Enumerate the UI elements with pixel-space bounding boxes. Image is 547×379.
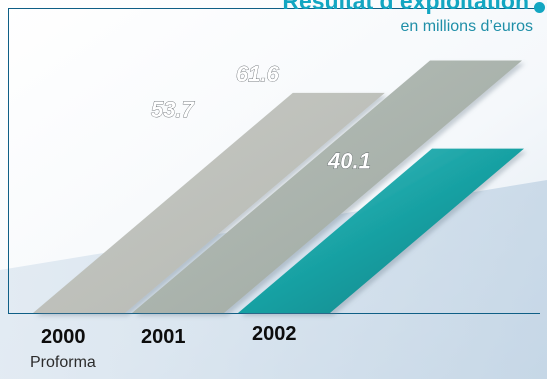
chart-title: Résultat d’exploitation [282,0,529,14]
value-label-2002: 40.1 [327,149,371,174]
chart-subtitle: en millions d’euros [400,18,533,35]
x-tick-label-2000: 2000 [41,326,86,348]
bar-2001 [132,60,523,313]
chart-frame-left [8,8,9,313]
x-tick-label-2002: 2002 [252,323,297,345]
bar-2002 [238,148,525,313]
value-label-2000: 53.7 [151,97,196,122]
chart-frame-bottom [8,313,540,314]
proforma-note: Proforma [30,354,96,371]
title-dot-icon [534,2,545,13]
x-tick-label-2001: 2001 [141,326,186,348]
bar-2000 [33,92,385,313]
chart-frame-top [8,8,540,9]
value-label-2001: 61.6 [236,61,280,86]
